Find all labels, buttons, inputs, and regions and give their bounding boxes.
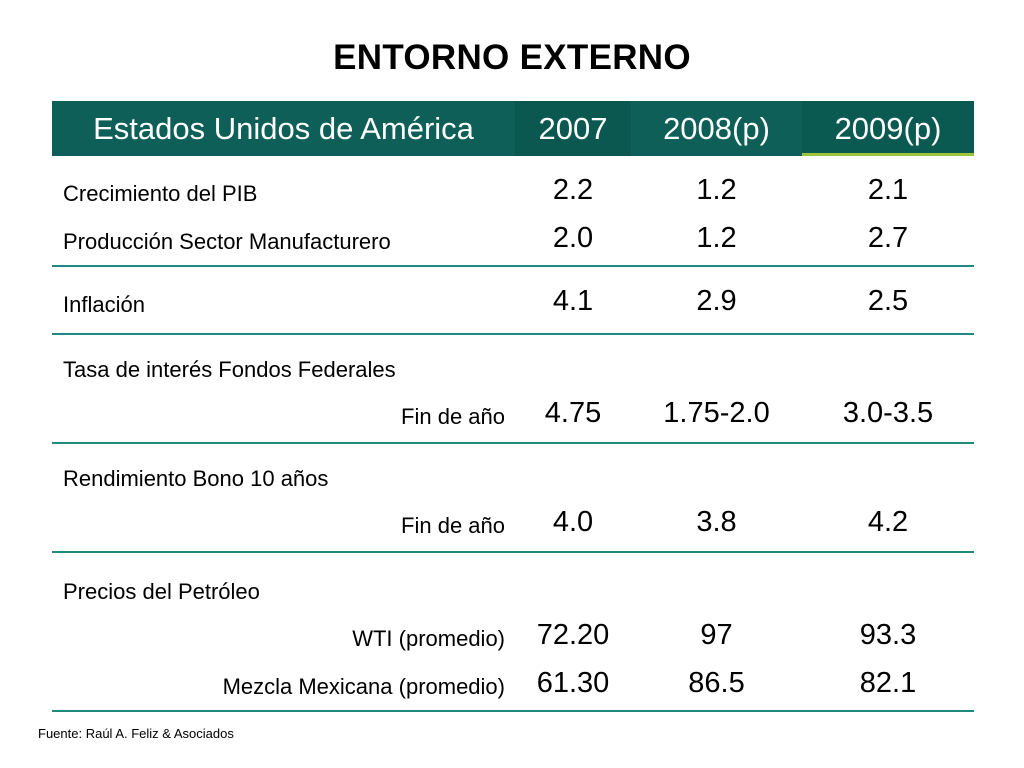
header-col-2008: 2008(p) [663,111,770,146]
cell-2007: 2.2 [552,174,594,206]
cell-2009: 2.7 [867,222,909,254]
cell-2007: 2.0 [552,222,594,254]
row-group-bond: Rendimiento Bono 10 años Fin de año 4.0 … [52,444,974,553]
row-label: Producción Sector Manufacturero [63,229,391,254]
table-row: Fin de año 4.75 1.75-2.0 3.0-3.5 [52,397,974,430]
header-col-2009: 2009(p) [802,101,974,156]
cell-2008: 97 [700,619,733,651]
cell-2007: 4.75 [544,397,602,429]
row-label: Inflación [63,292,145,317]
cell-2009: 2.5 [867,285,909,317]
cell-2007: 4.1 [552,285,594,317]
row-sublabel: Mezcla Mexicana (promedio) [222,674,505,699]
row-sublabel: WTI (promedio) [352,626,505,651]
cell-2009: 4.2 [867,506,909,538]
header-label: Estados Unidos de América [93,111,474,146]
cell-2009: 3.0-3.5 [842,397,934,429]
cell-2007: 4.0 [552,506,594,538]
table-row: Inflación 4.1 2.9 2.5 [52,285,974,318]
table-row: Tasa de interés Fondos Federales [52,357,974,383]
row-group-inflation: Inflación 4.1 2.9 2.5 [52,267,974,335]
row-label: Crecimiento del PIB [63,181,258,206]
data-table: Estados Unidos de América 2007 2008(p) 2… [52,101,974,712]
row-label: Precios del Petróleo [63,579,260,604]
row-label: Tasa de interés Fondos Federales [63,357,396,382]
cell-2008: 1.75-2.0 [663,397,770,429]
table-row: Fin de año 4.0 3.8 4.2 [52,506,974,539]
table-row: Producción Sector Manufacturero 2.0 1.2 … [52,222,974,255]
cell-2009: 82.1 [859,667,917,699]
row-group-oil: Precios del Petróleo WTI (promedio) 72.2… [52,553,974,712]
cell-2007: 61.30 [536,667,610,699]
cell-2008: 86.5 [688,667,745,699]
page-title: ENTORNO EXTERNO [333,38,691,77]
row-group-growth: Crecimiento del PIB 2.2 1.2 2.1 Producci… [52,156,974,267]
row-label: Rendimiento Bono 10 años [63,466,329,491]
table-row: Crecimiento del PIB 2.2 1.2 2.1 [52,174,974,207]
cell-2008: 2.9 [696,285,737,317]
row-sublabel: Fin de año [401,404,505,429]
table-row: WTI (promedio) 72.20 97 93.3 [52,619,974,652]
row-group-fed-funds: Tasa de interés Fondos Federales Fin de … [52,335,974,444]
cell-2008: 3.8 [696,506,737,538]
cell-2008: 1.2 [696,174,737,206]
cell-2009: 2.1 [867,174,909,206]
table-row: Precios del Petróleo [52,579,974,605]
table-header: Estados Unidos de América 2007 2008(p) 2… [52,101,974,156]
table-row: Rendimiento Bono 10 años [52,466,974,492]
table-row: Mezcla Mexicana (promedio) 61.30 86.5 82… [52,667,974,700]
cell-2009: 93.3 [859,619,917,651]
cell-2008: 1.2 [696,222,737,254]
header-col-2007: 2007 [515,101,631,156]
header-accent-line [802,153,974,156]
row-sublabel: Fin de año [401,513,505,538]
cell-2007: 72.20 [536,619,610,651]
source-note: Fuente: Raúl A. Feliz & Asociados [38,726,234,741]
